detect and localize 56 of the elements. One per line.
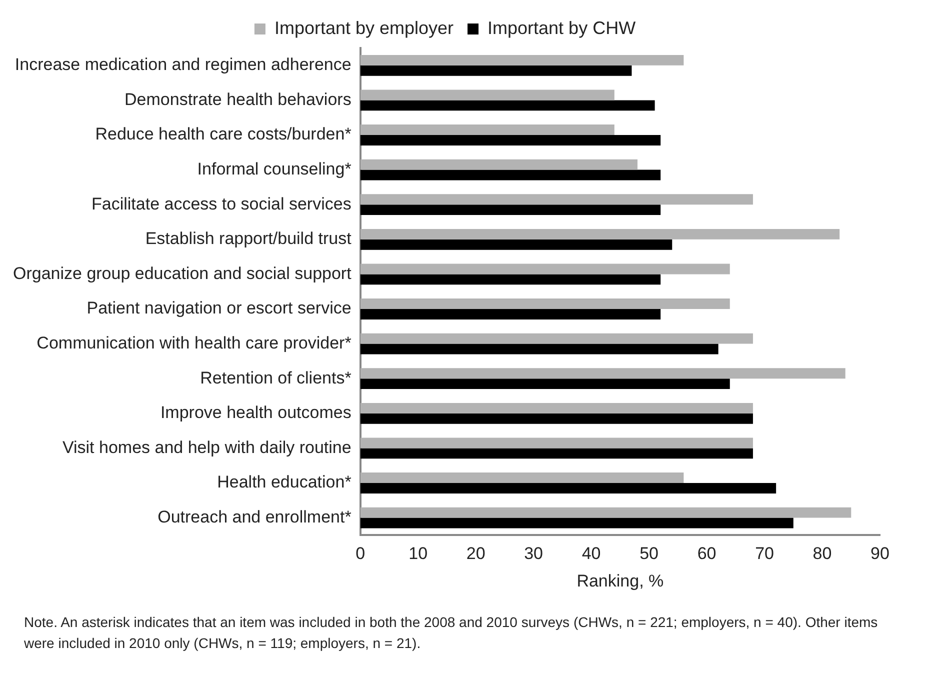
- bar: [360, 402, 753, 414]
- y-tick-label: Increase medication and regimen adherence: [14, 55, 352, 74]
- x-tick-label: 40: [582, 544, 601, 564]
- bar: [360, 170, 661, 180]
- bar: [360, 135, 661, 146]
- y-tick-label: Organize group education and social support: [12, 264, 352, 283]
- x-tick-label: 80: [812, 544, 832, 564]
- y-tick-label: Establish rapport/build trust: [145, 229, 352, 248]
- bar: [360, 368, 846, 379]
- bar: [360, 518, 794, 528]
- bar: [360, 100, 655, 111]
- x-tick-label: 20: [466, 544, 486, 564]
- y-tick-label: Facilitate access to social services: [92, 194, 352, 214]
- y-tick-label: Patient navigation or escort service: [86, 298, 352, 318]
- bar: [360, 54, 684, 66]
- y-tick-label: Visit homes and help with daily routine: [62, 438, 352, 457]
- x-tick-label: 30: [524, 544, 544, 564]
- y-tick-label: Communication with health care provider*: [36, 333, 352, 352]
- bar: [360, 228, 840, 240]
- x-tick-label: 10: [408, 544, 428, 564]
- bar: [360, 448, 753, 459]
- legend-label: Important by CHW: [488, 18, 636, 38]
- legend-label: Important by employer: [274, 18, 454, 38]
- x-tick-label: 50: [640, 544, 658, 564]
- bar: [360, 507, 852, 518]
- bar: [360, 344, 718, 354]
- bar: [360, 65, 632, 76]
- bar: [360, 239, 672, 250]
- bar: [360, 378, 730, 390]
- bar: [360, 124, 614, 135]
- y-tick-label: Informal counseling*: [197, 159, 352, 178]
- y-tick-label: Health education*: [217, 472, 352, 492]
- bar: [360, 413, 753, 424]
- bar: [360, 483, 776, 494]
- x-tick-label: 0: [356, 544, 366, 564]
- bar: [360, 472, 684, 483]
- x-tick-label: 60: [697, 544, 716, 564]
- y-tick-label: Demonstrate health behaviors: [124, 90, 352, 109]
- bar: [360, 159, 638, 170]
- bar: [360, 309, 661, 320]
- y-tick-label: Outreach and enrollment*: [158, 507, 352, 526]
- y-tick-label: Improve health outcomes: [160, 403, 352, 422]
- bar: [360, 204, 661, 216]
- bar: [360, 333, 753, 344]
- bar: [360, 194, 753, 205]
- y-tick-label: Reduce health care costs/burden*: [95, 124, 352, 144]
- bar: [360, 274, 661, 285]
- bar: [360, 90, 614, 100]
- y-tick-label: Retention of clients*: [200, 368, 352, 388]
- x-axis-title: Ranking, %: [576, 571, 664, 590]
- bar: [360, 438, 753, 448]
- x-tick-label: 90: [870, 544, 890, 564]
- x-tick-label: 70: [755, 544, 774, 564]
- bar: [360, 264, 730, 274]
- text: Note. An asterisk indicates that an item was included in both the 2008 and 2010 surveys (CHWs, n = 221; employers, n = 40). Other items were included in 2010 only (CHWs, n = 119; employers, n = 21).: [24, 613, 879, 653]
- bar: [360, 298, 730, 309]
